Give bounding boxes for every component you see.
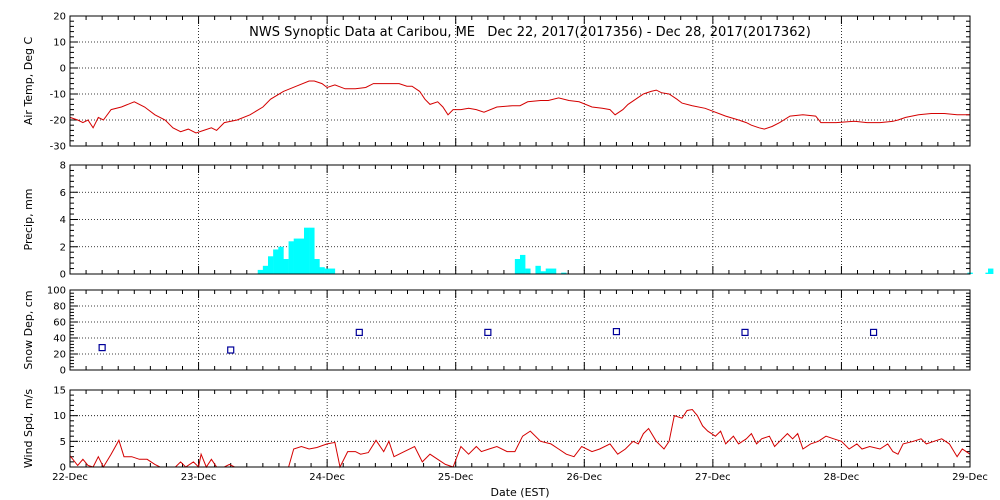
air-temp-ytick-label: -20	[50, 116, 66, 127]
precip-ytick-label: 8	[60, 161, 66, 172]
x-tick-label: 26-Dec	[566, 472, 602, 483]
snow-depth-panel: 0 20 40 60 80 100 Snow Dep, cm	[22, 286, 971, 377]
air-temp-y-axis-title: Air Temp, Deg C	[22, 37, 35, 126]
air-temp-ytick-label: -10	[50, 90, 66, 101]
precip-bar	[324, 268, 330, 274]
precip-ytick-label: 2	[60, 242, 66, 253]
snow-depth-ytick-label: 80	[53, 302, 66, 313]
air-temp-panel: -30 -20 -10 0 10 20 Air Temp, Deg C	[22, 12, 971, 153]
precip-bar	[268, 256, 274, 274]
wind-speed-y-axis-title: Wind Spd, m/s	[22, 389, 35, 469]
air-temp-series-line	[69, 80, 970, 134]
precip-y-axis-title: Precip, mm	[22, 189, 35, 251]
air-temp-ytick-label: -30	[50, 142, 66, 153]
snow-depth-y-axis-title: Snow Dep, cm	[22, 290, 35, 369]
x-tick-label: 29-Dec	[952, 472, 988, 483]
snow-depth-point	[612, 328, 621, 336]
precip-bar	[525, 268, 531, 274]
x-tick-label: 23-Dec	[181, 472, 217, 483]
air-temp-frame	[69, 15, 971, 147]
x-tick-label: 24-Dec	[309, 472, 345, 483]
precip-bar	[550, 268, 557, 274]
precip-bar	[288, 241, 294, 274]
wind-speed-ytick-label: 5	[60, 437, 66, 448]
precip-bar	[273, 249, 279, 274]
precip-bar	[304, 227, 310, 274]
snow-depth-point	[484, 328, 492, 336]
precip-ytick-label: 0	[60, 270, 66, 281]
precip-bar	[329, 268, 336, 274]
snow-depth-ytick-label: 60	[53, 318, 66, 329]
chart-title: NWS Synoptic Data at Caribou, ME Dec 22,…	[249, 25, 811, 40]
precip-frame	[69, 164, 971, 275]
x-tick-label: 27-Dec	[695, 472, 731, 483]
snow-depth-point	[869, 328, 878, 336]
wind-speed-ytick-label: 15	[53, 386, 66, 397]
air-temp-ytick-label: 10	[53, 38, 66, 49]
wind-speed-series-line	[69, 408, 971, 469]
precip-ytick-label: 6	[60, 188, 66, 199]
precip-bar	[278, 246, 284, 274]
precip-bar	[309, 227, 315, 274]
snow-depth-ytick-label: 0	[60, 366, 66, 377]
precip-bar	[561, 272, 567, 274]
snow-depth-frame	[69, 289, 971, 371]
precip-panel: 0 2 4 6 8 Precip, mm	[22, 161, 994, 281]
wind-speed-ytick-label: 0	[60, 463, 66, 474]
x-tick-label: 25-Dec	[438, 472, 474, 483]
snow-depth-point	[227, 346, 235, 354]
x-axis-title: Date (EST)	[490, 486, 549, 499]
x-tick-label: 22-Dec	[52, 472, 88, 483]
precip-bar	[257, 269, 264, 274]
wind-speed-frame	[69, 389, 971, 468]
wind-speed-ytick-label: 10	[53, 411, 66, 422]
precip-bar	[319, 267, 325, 274]
precip-bar	[514, 259, 521, 274]
precip-bar	[283, 259, 289, 274]
precip-bar	[293, 238, 300, 274]
precip-bar	[535, 265, 541, 274]
x-tick-label: 28-Dec	[824, 472, 860, 483]
precip-bar	[298, 238, 305, 274]
snow-depth-point	[741, 328, 749, 336]
snow-depth-ytick-label: 100	[47, 286, 66, 297]
precip-bar	[988, 268, 994, 274]
precip-bar	[540, 271, 546, 274]
precip-ytick-label: 4	[60, 215, 66, 226]
precip-bar	[545, 268, 552, 274]
precip-bar	[314, 259, 320, 274]
air-temp-ytick-label: 20	[53, 12, 66, 23]
wind-speed-panel: 0 5 10 15 Wind Spd, m/s	[22, 386, 971, 474]
air-temp-ytick-label: 0	[60, 64, 66, 75]
snow-depth-ytick-label: 20	[53, 350, 66, 361]
snow-depth-point	[98, 344, 106, 352]
precip-bar	[262, 265, 269, 274]
snow-depth-point	[355, 328, 363, 336]
precip-bar	[520, 254, 526, 274]
snow-depth-ytick-label: 40	[53, 334, 66, 345]
